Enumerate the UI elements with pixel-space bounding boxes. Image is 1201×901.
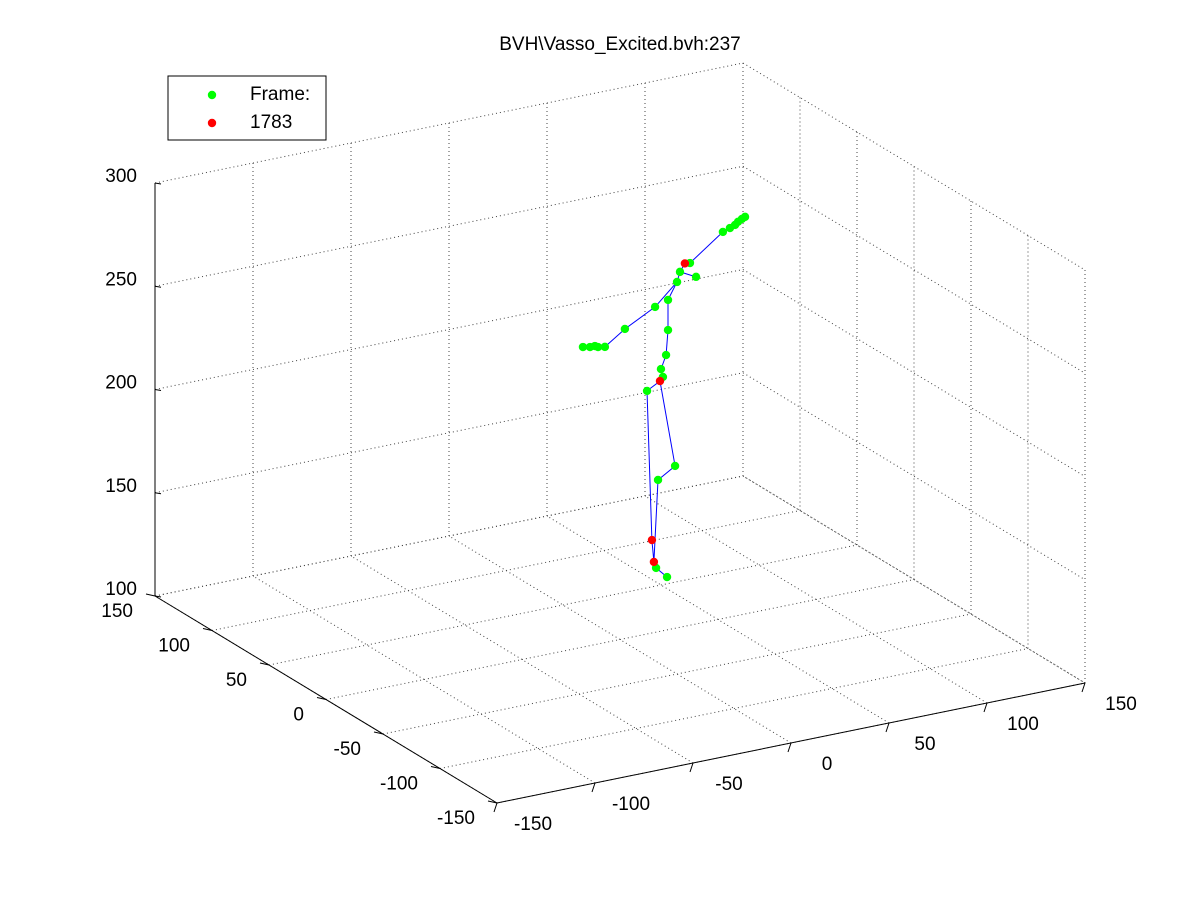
legend-marker xyxy=(207,118,217,128)
grid-line xyxy=(325,579,915,700)
point xyxy=(675,267,685,277)
point xyxy=(663,295,673,305)
point xyxy=(656,364,666,374)
point xyxy=(662,572,672,582)
point xyxy=(650,302,660,312)
point xyxy=(578,342,588,352)
x-tick-label: -100 xyxy=(612,794,650,815)
y-tick xyxy=(145,593,156,597)
y-tick-label: 0 xyxy=(293,705,304,726)
point xyxy=(642,386,652,396)
x-tick xyxy=(787,742,792,753)
z-tick xyxy=(154,182,162,185)
y-tick xyxy=(316,697,327,700)
legend-label: 1783 xyxy=(250,112,292,133)
point xyxy=(647,535,657,545)
point xyxy=(740,212,750,222)
y-tick-label: 100 xyxy=(158,636,190,657)
legend-box xyxy=(167,75,327,141)
point xyxy=(653,475,663,485)
grid-line xyxy=(439,648,1029,769)
point xyxy=(655,376,665,386)
y-tick xyxy=(259,662,270,666)
z-tick xyxy=(154,389,162,391)
y-tick-label: 50 xyxy=(226,670,247,691)
y-tick-label: 150 xyxy=(101,601,133,622)
y-tick xyxy=(202,628,213,631)
legend-label: Frame: xyxy=(250,84,310,105)
z-tick-label: 100 xyxy=(105,579,137,600)
z-tick-label: 150 xyxy=(105,476,137,497)
grid-line xyxy=(154,475,744,597)
x-tick xyxy=(885,722,890,733)
grid-line xyxy=(154,62,744,184)
grid-line xyxy=(154,269,744,390)
y-tick-label: -50 xyxy=(334,739,361,760)
grid-line xyxy=(154,165,744,287)
z-tick-label: 300 xyxy=(105,166,137,187)
point xyxy=(672,277,682,287)
z-tick-label: 200 xyxy=(105,373,137,394)
z-tick xyxy=(154,285,162,288)
point xyxy=(718,227,728,237)
x-tick-label: -50 xyxy=(715,774,742,795)
x-tick xyxy=(689,762,694,773)
y-tick xyxy=(487,800,498,804)
y-tick xyxy=(430,766,441,769)
z-tick-label: 250 xyxy=(105,269,137,290)
grid-line xyxy=(268,544,858,666)
point xyxy=(620,324,630,334)
point xyxy=(680,259,690,268)
x-tick xyxy=(983,702,988,713)
grid-line xyxy=(382,613,972,735)
y-tick-label: -100 xyxy=(380,774,418,795)
grid-line xyxy=(211,510,801,631)
x-tick-label: -150 xyxy=(514,814,552,835)
point xyxy=(649,557,659,567)
z-tick xyxy=(154,492,162,495)
x-tick xyxy=(493,802,498,813)
x-tick xyxy=(591,782,596,793)
z-tick xyxy=(154,595,162,598)
y-tick-label: -150 xyxy=(437,808,475,829)
point xyxy=(590,341,600,351)
x-tick-label: 100 xyxy=(1007,714,1039,735)
y-tick xyxy=(373,731,384,735)
point xyxy=(670,461,680,471)
x-tick-label: 50 xyxy=(914,734,935,755)
x-tick-label: 150 xyxy=(1105,694,1137,715)
point xyxy=(600,342,610,352)
point xyxy=(691,272,701,282)
legend: Frame: 1783 xyxy=(167,75,327,141)
point xyxy=(663,325,673,335)
x-tick xyxy=(1081,682,1086,693)
chart-title: BVH\Vasso_Excited.bvh:237 xyxy=(499,34,741,55)
x-tick-label: 0 xyxy=(822,754,833,775)
point xyxy=(661,350,671,360)
legend-marker xyxy=(207,90,217,100)
